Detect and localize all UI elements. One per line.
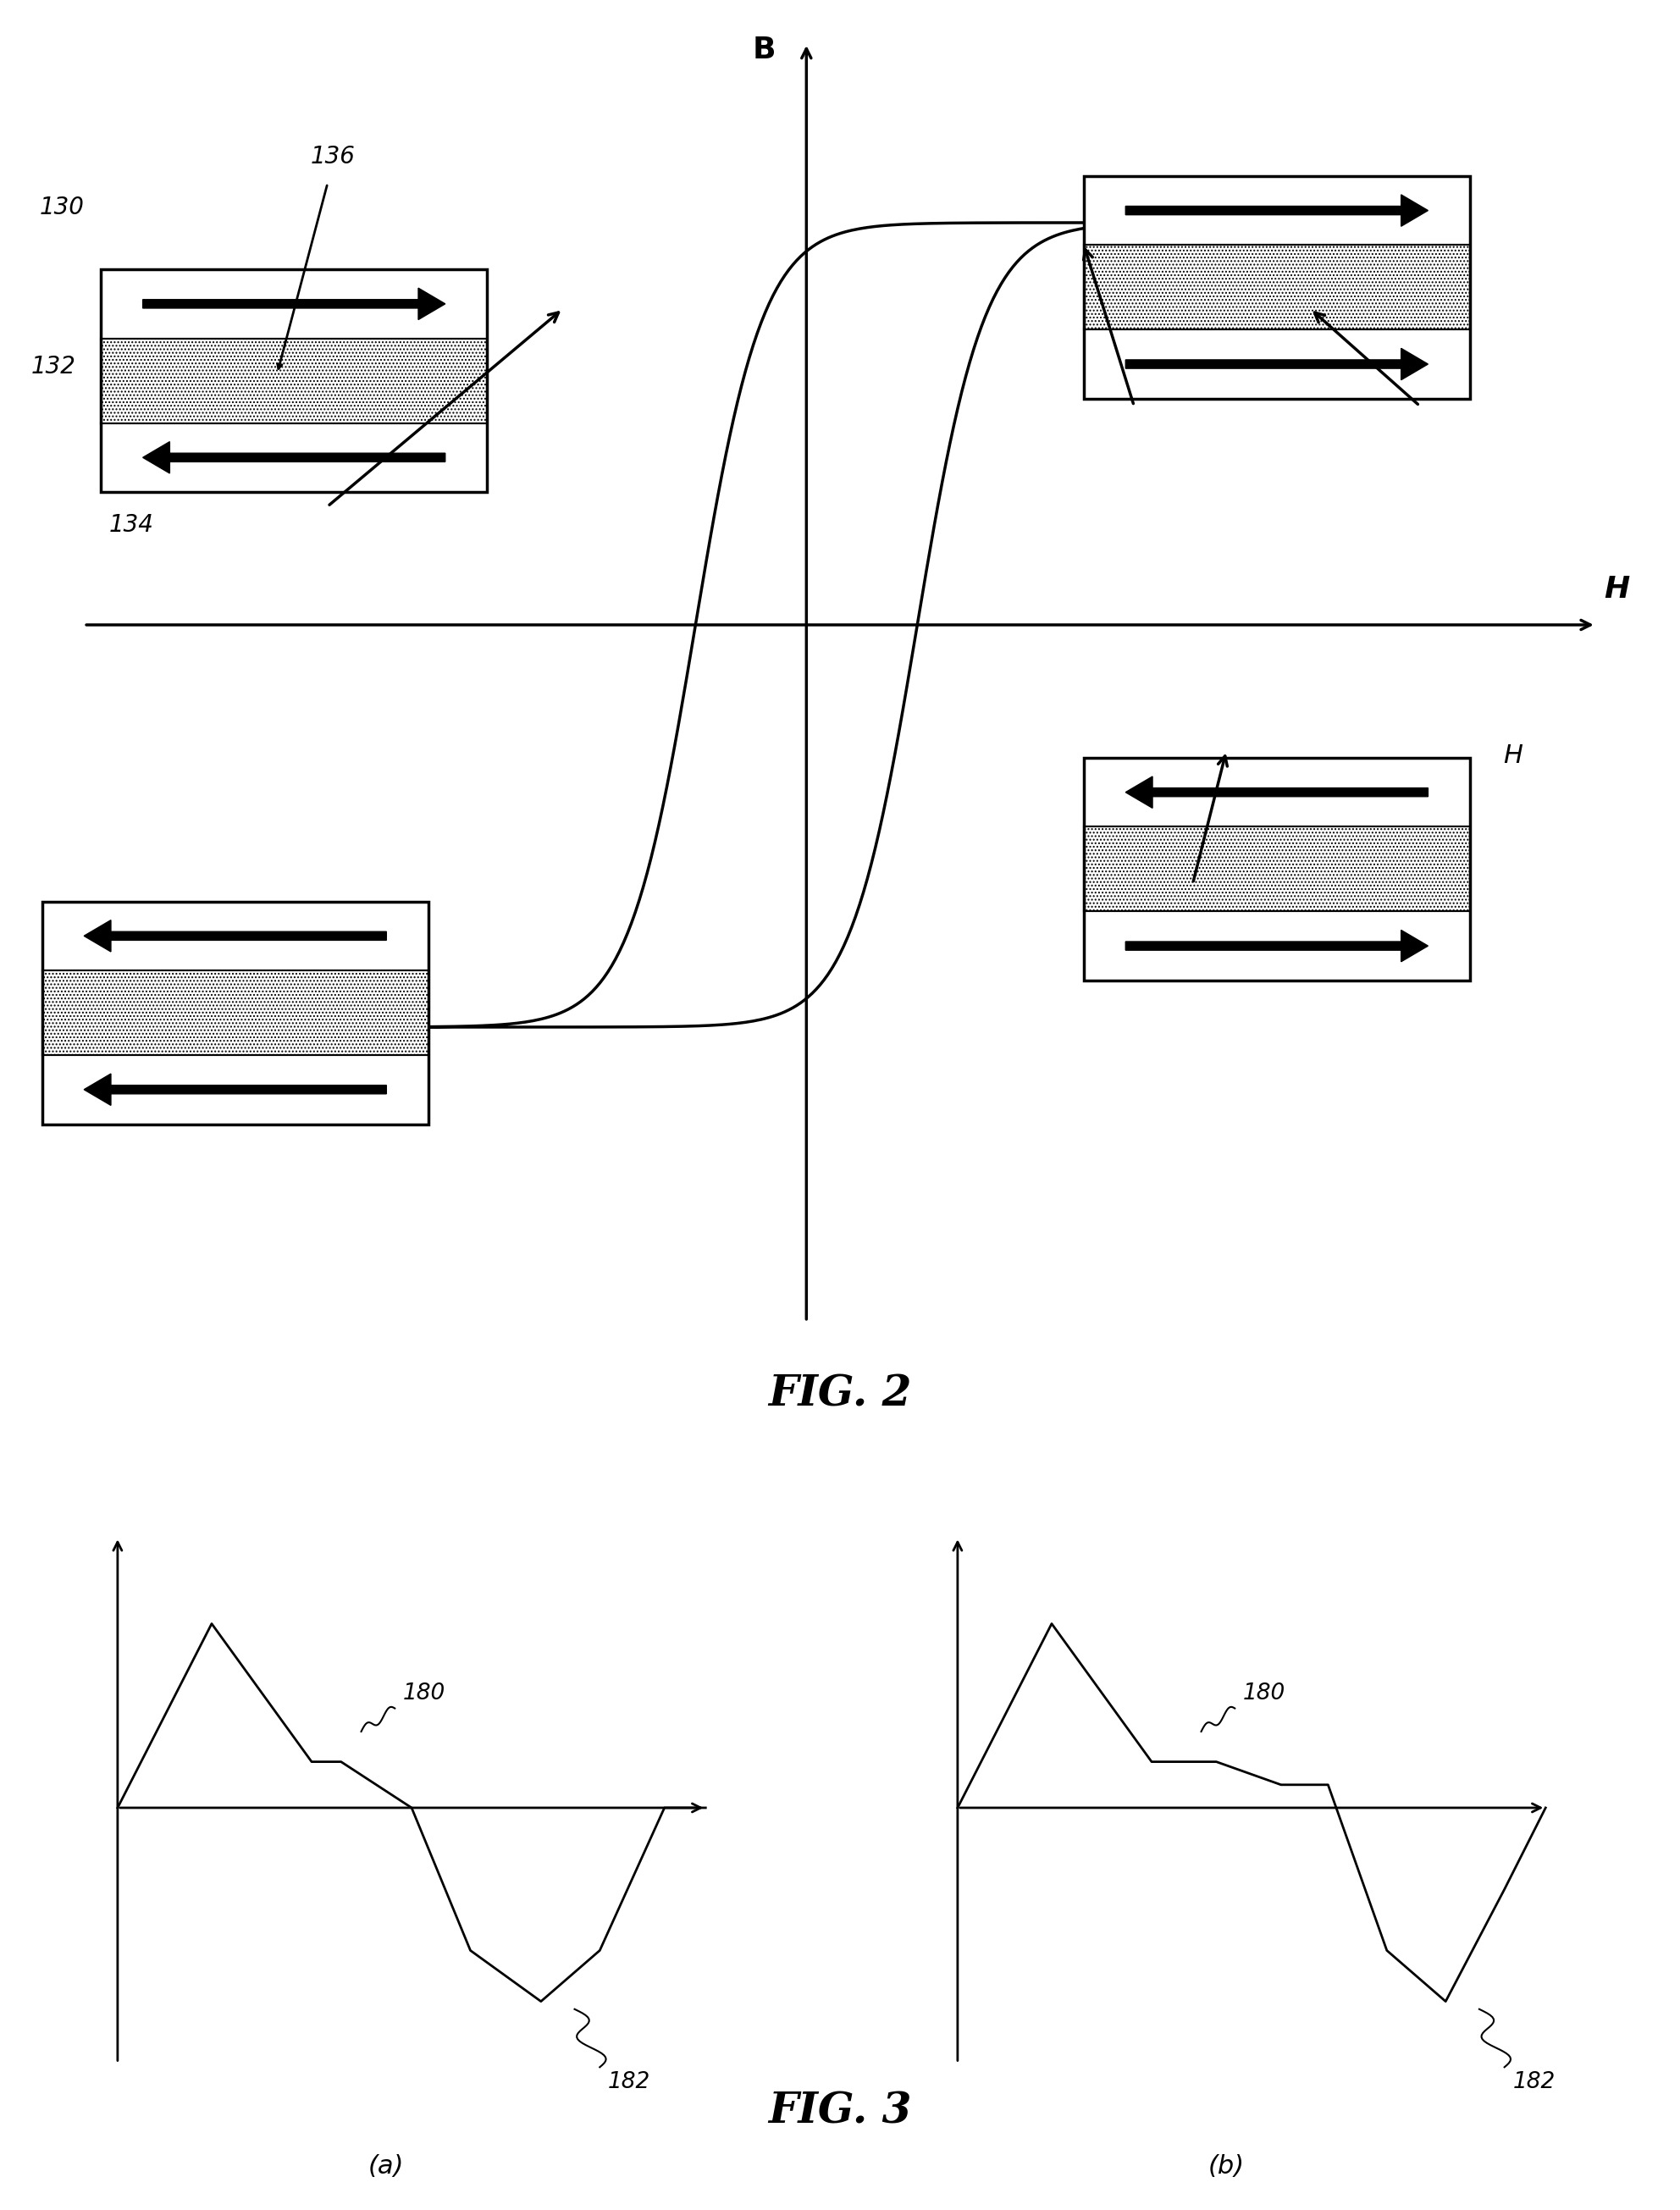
Text: H: H: [1604, 575, 1630, 603]
Text: 132: 132: [30, 354, 76, 378]
Text: B: B: [753, 35, 776, 64]
FancyArrow shape: [84, 919, 386, 953]
Text: FIG. 2: FIG. 2: [768, 1372, 912, 1414]
FancyArrow shape: [1126, 194, 1428, 225]
FancyArrow shape: [143, 442, 445, 473]
Bar: [1084, 827, 1470, 911]
Bar: [42, 970, 428, 1054]
FancyArrow shape: [1126, 349, 1428, 380]
Bar: [1084, 245, 1470, 329]
Bar: [42, 970, 428, 1054]
Text: 182: 182: [608, 2071, 650, 2093]
Text: 182: 182: [1514, 2071, 1556, 2093]
Bar: [1084, 827, 1470, 911]
Bar: [101, 338, 487, 422]
Bar: [1084, 245, 1470, 329]
Text: FIG. 3: FIG. 3: [768, 2091, 912, 2133]
Text: H: H: [1504, 743, 1524, 767]
Text: 180: 180: [1243, 1682, 1285, 1704]
Text: 180: 180: [403, 1682, 445, 1704]
Text: 136: 136: [311, 146, 356, 168]
FancyArrow shape: [1126, 930, 1428, 961]
Text: (b): (b): [1208, 2155, 1245, 2179]
Text: 134: 134: [109, 513, 155, 537]
Text: 130: 130: [39, 194, 84, 219]
Bar: [1084, 177, 1470, 398]
Bar: [101, 338, 487, 422]
Bar: [42, 902, 428, 1125]
FancyArrow shape: [1126, 776, 1428, 809]
FancyArrow shape: [143, 287, 445, 320]
Bar: [1084, 758, 1470, 981]
FancyArrow shape: [84, 1074, 386, 1105]
Text: (a): (a): [368, 2155, 405, 2179]
Bar: [101, 270, 487, 493]
